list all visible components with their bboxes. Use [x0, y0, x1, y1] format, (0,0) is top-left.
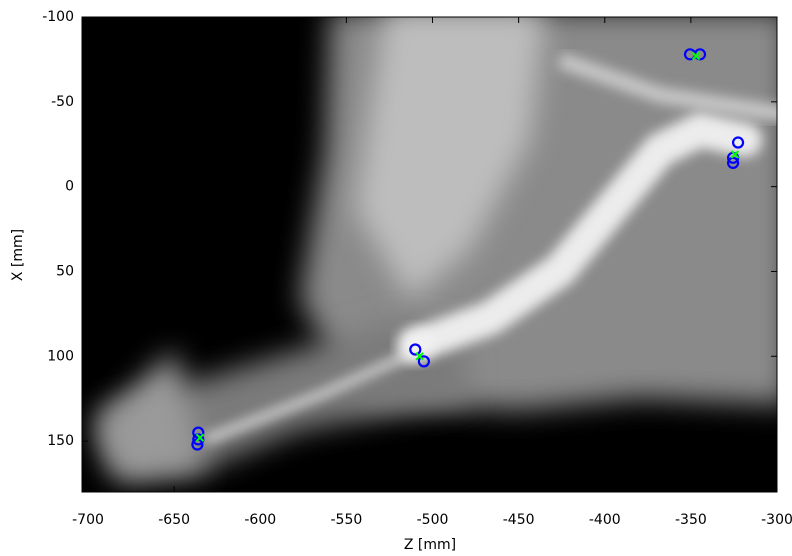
y-tick-label: 0	[65, 179, 74, 195]
x-tick-label: -450	[503, 512, 535, 528]
x-axis-label: Z [mm]	[404, 537, 456, 553]
y-tick-label: 150	[47, 433, 74, 449]
y-tick-label: 50	[56, 263, 74, 279]
x-tick-label: -500	[417, 512, 449, 528]
y-axis-label: X [mm]	[10, 229, 26, 281]
x-tick-label: -600	[244, 512, 276, 528]
y-tick-label: 100	[47, 348, 74, 364]
radiograph	[82, 10, 790, 492]
x-tick-label: -400	[589, 512, 621, 528]
x-tick-label: -300	[761, 512, 792, 528]
x-tick-label: -550	[331, 512, 363, 528]
y-tick-label: -100	[42, 9, 74, 25]
x-tick-label: -700	[72, 512, 104, 528]
x-tick-label: -650	[158, 512, 190, 528]
x-tick-label: -350	[675, 512, 707, 528]
chart: Z [mm] X [mm] -700-650-600-550-500-450-4…	[0, 0, 792, 556]
y-tick-label: -50	[51, 94, 74, 110]
